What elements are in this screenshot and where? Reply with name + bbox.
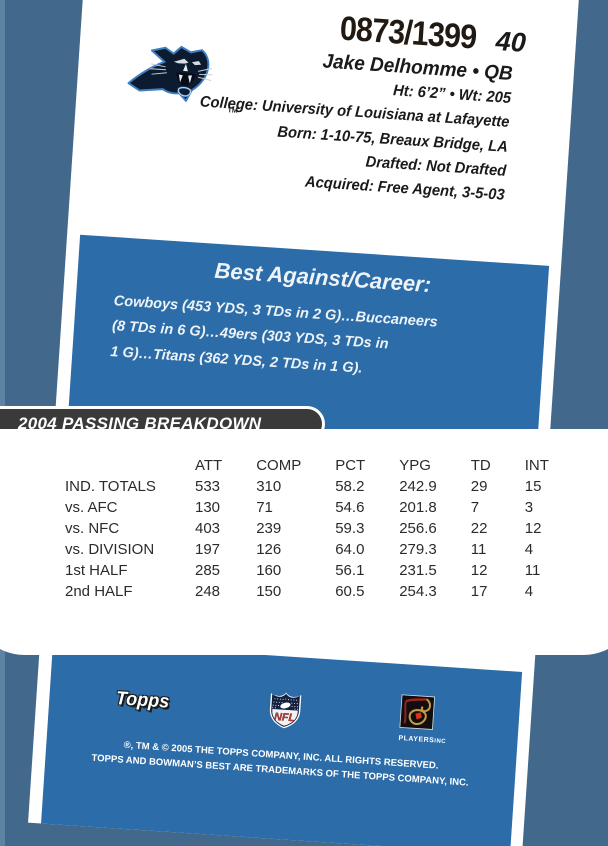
- svg-text:NFL: NFL: [274, 711, 296, 724]
